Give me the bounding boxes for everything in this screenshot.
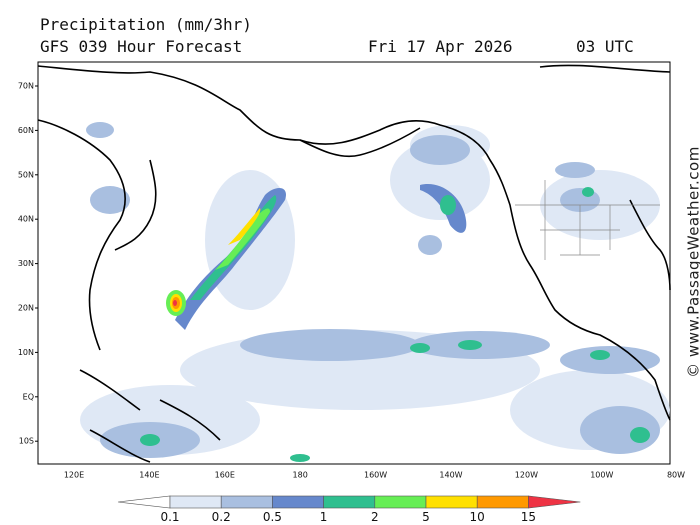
legend-label: 5 bbox=[422, 510, 430, 524]
legend-swatch bbox=[117, 495, 171, 509]
longitude-label: 100W bbox=[590, 471, 613, 480]
legend-swatch bbox=[425, 495, 478, 509]
longitude-label: 180 bbox=[293, 471, 308, 480]
longitude-label: 80W bbox=[667, 471, 685, 480]
map-title: Precipitation (mm/3hr) bbox=[40, 15, 252, 34]
forecast-date: Fri 17 Apr 2026 bbox=[368, 37, 513, 56]
legend-label: 0.1 bbox=[160, 510, 179, 524]
precipitation-field bbox=[80, 122, 670, 462]
longitude-label: 120W bbox=[515, 471, 538, 480]
country-borders bbox=[515, 180, 660, 260]
legend-swatch bbox=[272, 495, 324, 509]
latitude-label: 20N bbox=[18, 304, 34, 313]
legend-label: 2 bbox=[371, 510, 379, 524]
latitude-label: 40N bbox=[18, 215, 34, 224]
color-legend: 0.1 0.2 0.5 1 2 5 10 15 bbox=[117, 495, 581, 524]
latitude-label: EQ bbox=[23, 392, 34, 401]
legend-swatch bbox=[476, 495, 529, 509]
longitude-label: 140W bbox=[439, 471, 462, 480]
latitude-label: 10S bbox=[19, 437, 34, 446]
latitude-label: 50N bbox=[18, 170, 34, 179]
legend-swatch bbox=[528, 495, 581, 509]
legend-label: 0.2 bbox=[212, 510, 231, 524]
legend-swatch bbox=[169, 495, 222, 509]
model-run: GFS 039 Hour Forecast bbox=[40, 37, 242, 56]
legend-label: 10 bbox=[470, 510, 485, 524]
latitude-label: 30N bbox=[18, 259, 34, 268]
forecast-time: 03 UTC bbox=[576, 37, 634, 56]
coastlines bbox=[37, 64, 671, 463]
legend-label: 0.5 bbox=[263, 510, 282, 524]
legend-label: 15 bbox=[521, 510, 536, 524]
legend-swatch bbox=[220, 495, 273, 509]
legend-label: 1 bbox=[320, 510, 328, 524]
legend-swatch bbox=[374, 495, 427, 509]
latitude-label: 10N bbox=[18, 348, 34, 357]
latitude-label: 60N bbox=[18, 126, 34, 135]
latitude-label: 70N bbox=[18, 82, 34, 91]
longitude-label: 140E bbox=[139, 471, 159, 480]
longitude-label: 120E bbox=[64, 471, 84, 480]
latitude-labels: 70N 60N 50N 40N 30N 20N 10N EQ 10S bbox=[18, 82, 38, 446]
longitude-labels: 120E 140E 160E 180 160W 140W 120W 100W 80W bbox=[64, 471, 685, 480]
legend-swatch bbox=[323, 495, 376, 509]
longitude-label: 160W bbox=[364, 471, 387, 480]
watermark: © www.PassageWeather.com bbox=[685, 146, 700, 378]
longitude-label: 160E bbox=[215, 471, 235, 480]
